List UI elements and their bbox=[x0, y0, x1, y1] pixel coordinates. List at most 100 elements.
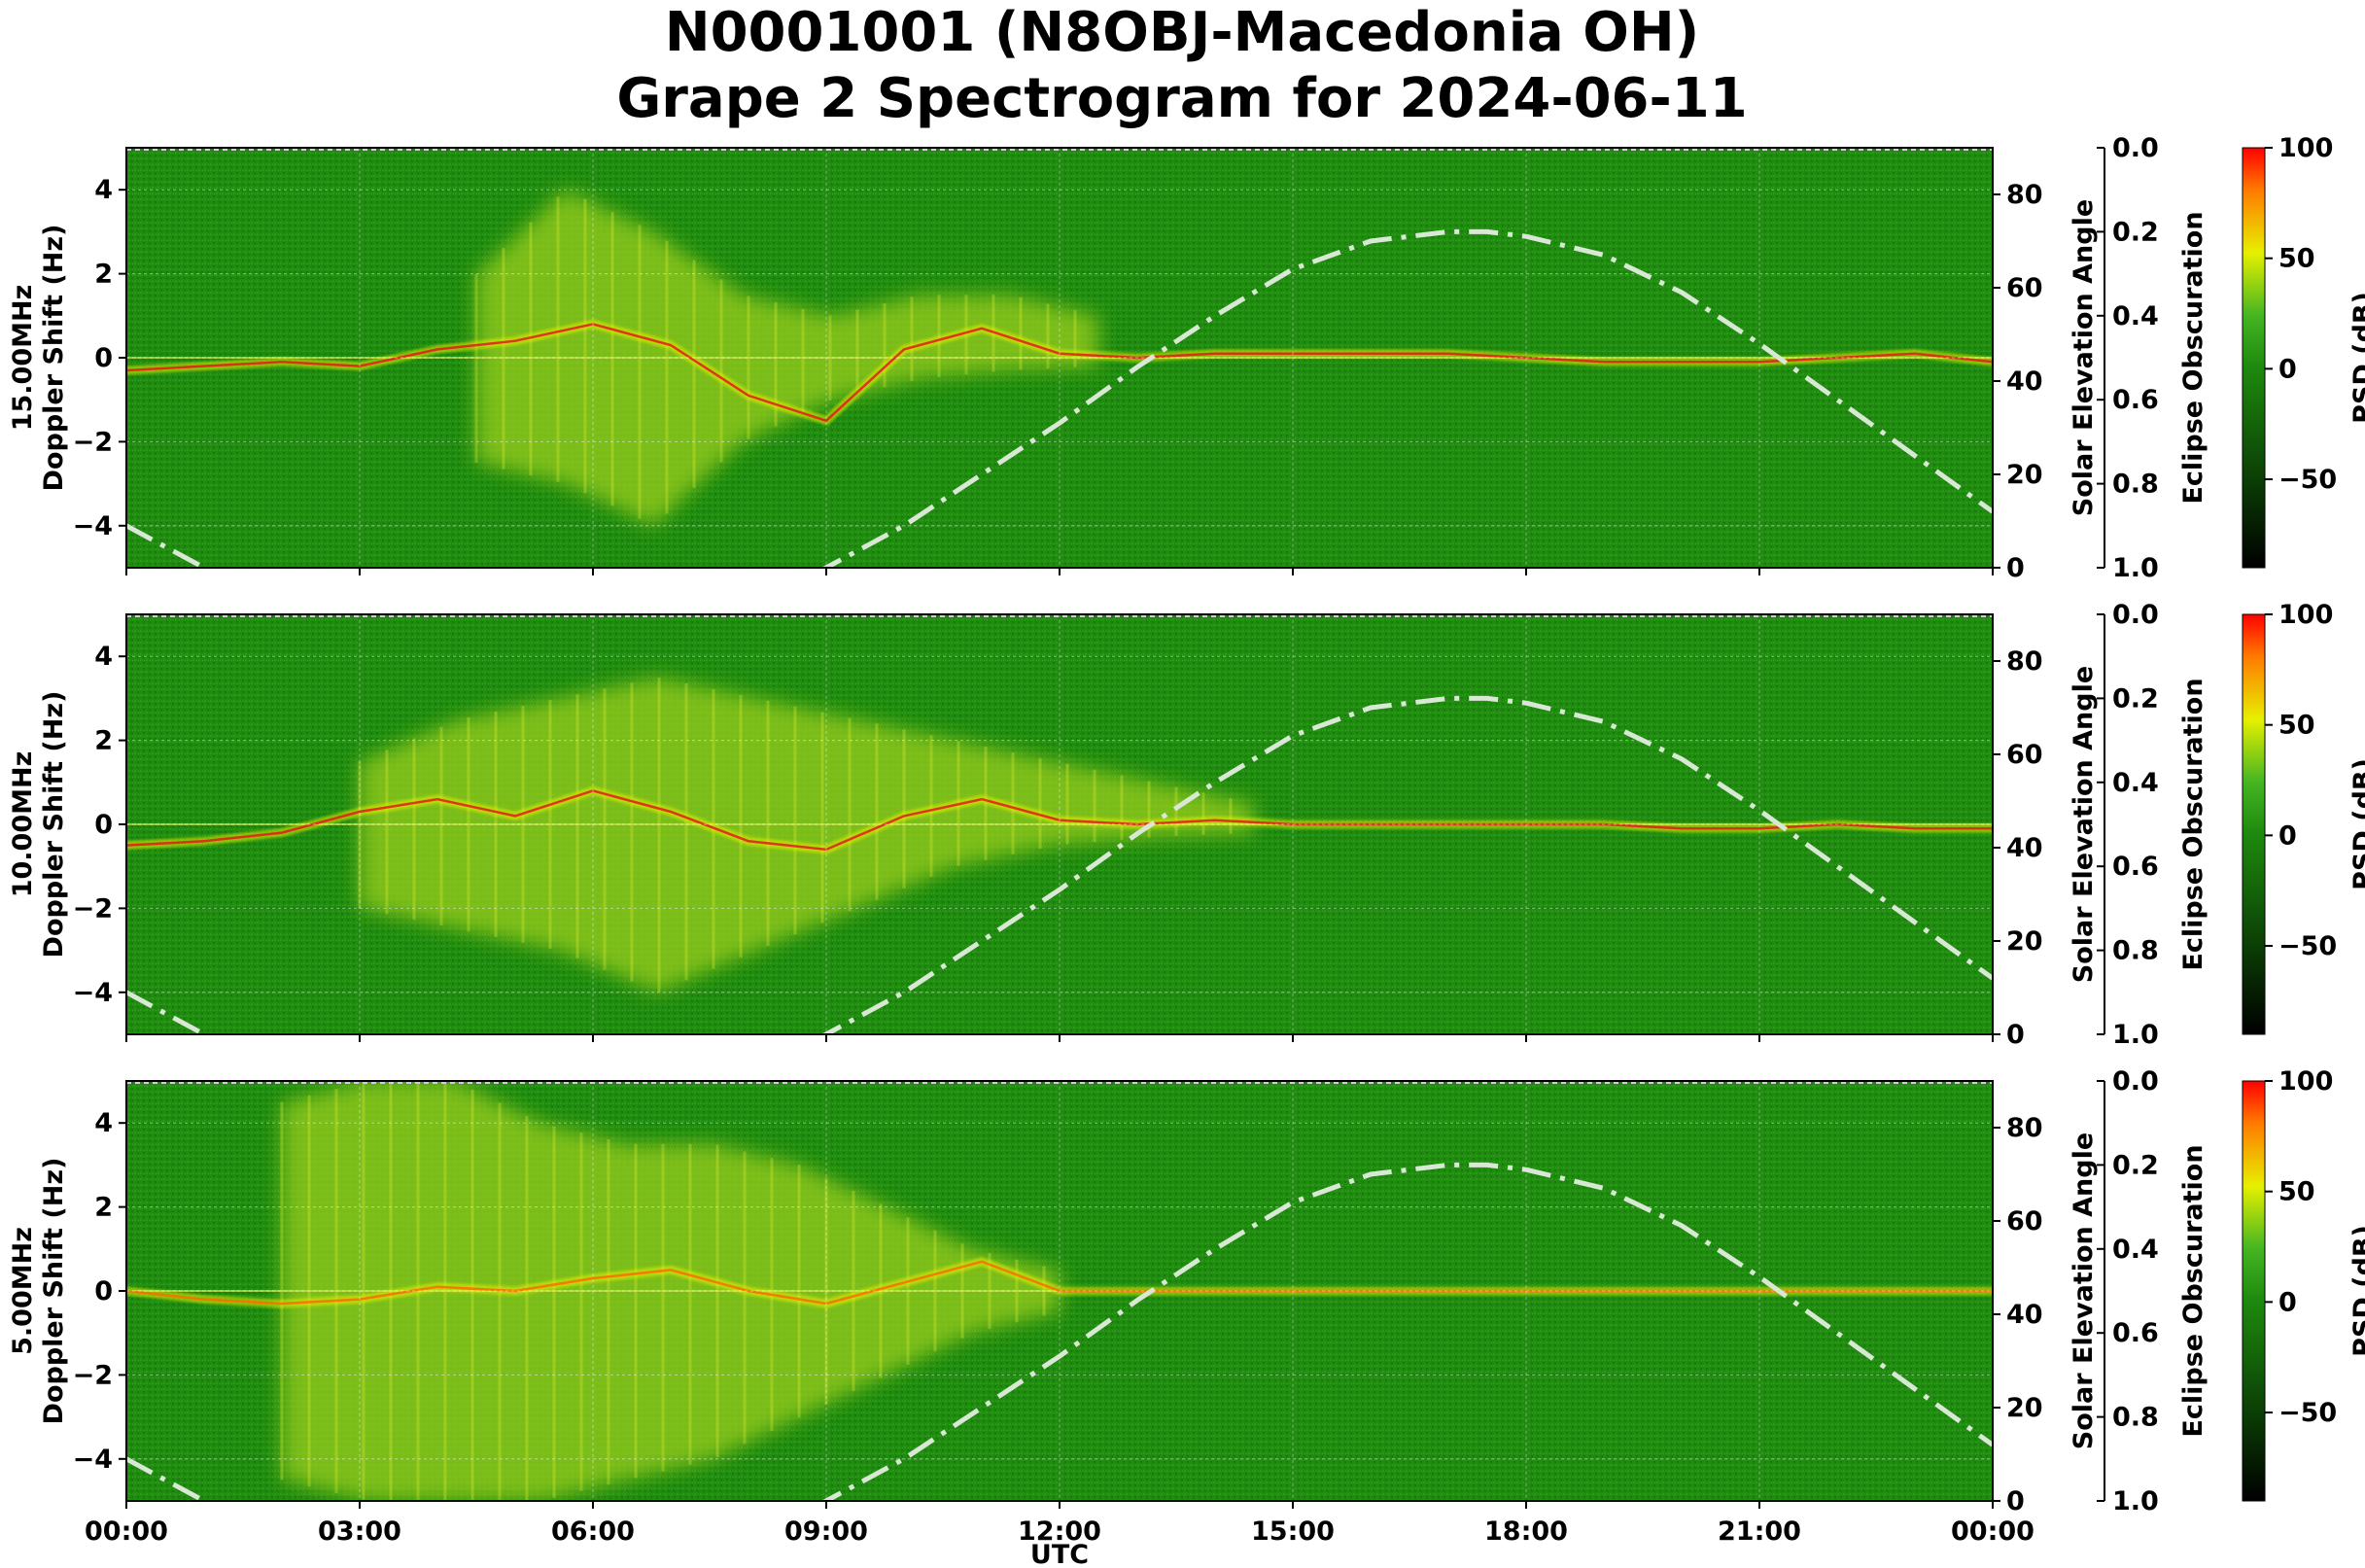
y-axis-label: Doppler Shift (Hz) bbox=[39, 691, 69, 958]
colorbar-tick-label: −50 bbox=[2278, 465, 2337, 495]
eclipse-tick-label: 0.0 bbox=[2112, 600, 2159, 630]
colorbar-label: PSD (dB) bbox=[2348, 1225, 2365, 1357]
solar-tick-label: 20 bbox=[2006, 926, 2043, 957]
eclipse-tick-label: 0.2 bbox=[2112, 1150, 2159, 1180]
eclipse-tick-label: 0.8 bbox=[2112, 470, 2159, 500]
solar-tick-label: 40 bbox=[2006, 1300, 2043, 1330]
y-tick-label: −4 bbox=[73, 978, 113, 1008]
y-tick-label: 0 bbox=[94, 343, 113, 373]
eclipse-tick-label: 0.6 bbox=[2112, 852, 2159, 882]
x-tick-label: 09:00 bbox=[784, 1516, 868, 1547]
spectrogram-plot-area bbox=[126, 1081, 1993, 1501]
solar-tick-label: 20 bbox=[2006, 460, 2043, 490]
solar-tick-label: 0 bbox=[2006, 1020, 2025, 1050]
colorbar-tick-label: 50 bbox=[2278, 711, 2315, 741]
colorbar-label: PSD (dB) bbox=[2348, 292, 2365, 424]
colorbar-tick-label: 0 bbox=[2278, 1287, 2297, 1317]
y-tick-label: 0 bbox=[94, 1276, 113, 1307]
solar-tick-label: 0 bbox=[2006, 1486, 2025, 1516]
solar-tick-label: 40 bbox=[2006, 366, 2043, 397]
eclipse-axis-label: Eclipse Obscuration bbox=[2178, 1144, 2208, 1437]
y-axis-frequency-label: 10.00MHz bbox=[8, 751, 38, 898]
doppler-trace bbox=[126, 1260, 1993, 1306]
colorbar-tick-label: 0 bbox=[2278, 820, 2297, 851]
chart-title-line2: Grape 2 Spectrogram for 2024-06-11 bbox=[616, 67, 1747, 130]
spectrogram-plot-area bbox=[126, 148, 1993, 568]
solar-tick-label: 60 bbox=[2006, 1206, 2043, 1237]
eclipse-tick-label: 0.4 bbox=[2112, 768, 2159, 798]
eclipse-tick-label: 1.0 bbox=[2112, 553, 2159, 583]
x-tick-label: 15:00 bbox=[1251, 1516, 1335, 1547]
eclipse-tick-label: 0.4 bbox=[2112, 301, 2159, 331]
eclipse-tick-label: 1.0 bbox=[2112, 1020, 2159, 1050]
colorbar-tick-label: 50 bbox=[2278, 1177, 2315, 1207]
eclipse-tick-label: 1.0 bbox=[2112, 1486, 2159, 1516]
y-tick-label: −4 bbox=[73, 1445, 113, 1475]
solar-tick-label: 80 bbox=[2006, 646, 2043, 677]
panel-15-00mhz: 420−2−415.00MHz Doppler Shift (Hz)8060402… bbox=[8, 133, 2365, 583]
y-tick-label: −2 bbox=[73, 427, 113, 457]
colorbar-tick-label: −50 bbox=[2278, 1398, 2337, 1428]
solar-elevation-curve bbox=[126, 228, 1993, 568]
eclipse-tick-label: 0.2 bbox=[2112, 683, 2159, 714]
eclipse-tick-label: 0.8 bbox=[2112, 1403, 2159, 1433]
solar-tick-label: 20 bbox=[2006, 1393, 2043, 1423]
solar-tick-label: 60 bbox=[2006, 740, 2043, 770]
psd-colorbar bbox=[2242, 147, 2266, 569]
eclipse-axis-label: Eclipse Obscuration bbox=[2178, 211, 2208, 504]
psd-colorbar bbox=[2242, 613, 2266, 1035]
y-tick-label: −2 bbox=[73, 1360, 113, 1390]
eclipse-tick-label: 0.0 bbox=[2112, 133, 2159, 163]
y-tick-label: −2 bbox=[73, 893, 113, 923]
solar-tick-label: 80 bbox=[2006, 1113, 2043, 1143]
y-axis-frequency-label: 15.00MHz bbox=[8, 285, 38, 432]
solar-axis-label: Solar Elevation Angle bbox=[2069, 666, 2099, 983]
psd-colorbar bbox=[2242, 1080, 2266, 1502]
y-tick-label: 2 bbox=[94, 260, 113, 290]
x-tick-label: 18:00 bbox=[1484, 1516, 1568, 1547]
colorbar-tick-label: 100 bbox=[2278, 1066, 2333, 1097]
solar-axis-label: Solar Elevation Angle bbox=[2069, 199, 2099, 516]
y-tick-label: 0 bbox=[94, 810, 113, 840]
solar-tick-label: 60 bbox=[2006, 273, 2043, 303]
eclipse-tick-label: 0.4 bbox=[2112, 1235, 2159, 1265]
spectrogram-plot-area bbox=[126, 614, 1993, 1034]
x-tick-label: 12:00 bbox=[1018, 1516, 1101, 1547]
diffuse-signal-band bbox=[360, 677, 1254, 993]
eclipse-tick-label: 0.8 bbox=[2112, 936, 2159, 966]
doppler-trace bbox=[126, 789, 1993, 852]
x-tick-label: 00:00 bbox=[1951, 1516, 2035, 1547]
y-axis-label: Doppler Shift (Hz) bbox=[39, 225, 69, 492]
colorbar-tick-label: 50 bbox=[2278, 244, 2315, 274]
x-tick-label: 06:00 bbox=[551, 1516, 635, 1547]
x-tick-label: 21:00 bbox=[1718, 1516, 1801, 1547]
x-tick-label: 00:00 bbox=[85, 1516, 168, 1547]
y-tick-label: 2 bbox=[94, 1193, 113, 1223]
x-axis-label: UTC bbox=[1030, 1540, 1089, 1568]
x-tick-label: 03:00 bbox=[318, 1516, 401, 1547]
colorbar-tick-label: 100 bbox=[2278, 133, 2333, 163]
y-axis-label: Doppler Shift (Hz) bbox=[39, 1158, 69, 1425]
solar-axis-label: Solar Elevation Angle bbox=[2069, 1132, 2099, 1449]
colorbar-tick-label: 100 bbox=[2278, 600, 2333, 630]
y-tick-label: 4 bbox=[94, 1108, 113, 1138]
eclipse-tick-label: 0.6 bbox=[2112, 1318, 2159, 1348]
solar-tick-label: 80 bbox=[2006, 180, 2043, 210]
y-tick-label: −4 bbox=[73, 511, 113, 541]
eclipse-tick-label: 0.2 bbox=[2112, 217, 2159, 247]
y-axis-frequency-label: 5.00MHz bbox=[8, 1227, 38, 1355]
solar-elevation-curve bbox=[126, 695, 1993, 1034]
y-tick-label: 4 bbox=[94, 175, 113, 205]
eclipse-tick-label: 0.6 bbox=[2112, 385, 2159, 415]
colorbar-tick-label: 0 bbox=[2278, 354, 2297, 384]
eclipse-tick-label: 0.0 bbox=[2112, 1066, 2159, 1097]
solar-tick-label: 40 bbox=[2006, 833, 2043, 863]
solar-elevation-curve bbox=[126, 1162, 1993, 1501]
panel-10-00mhz: 420−2−410.00MHz Doppler Shift (Hz)8060402… bbox=[8, 600, 2365, 1050]
colorbar-label: PSD (dB) bbox=[2348, 758, 2365, 890]
y-tick-label: 2 bbox=[94, 726, 113, 756]
colorbar-tick-label: −50 bbox=[2278, 931, 2337, 961]
y-tick-label: 4 bbox=[94, 642, 113, 672]
panel-5-00mhz: 420−2−45.00MHz Doppler Shift (Hz)80604020… bbox=[8, 1066, 2365, 1547]
